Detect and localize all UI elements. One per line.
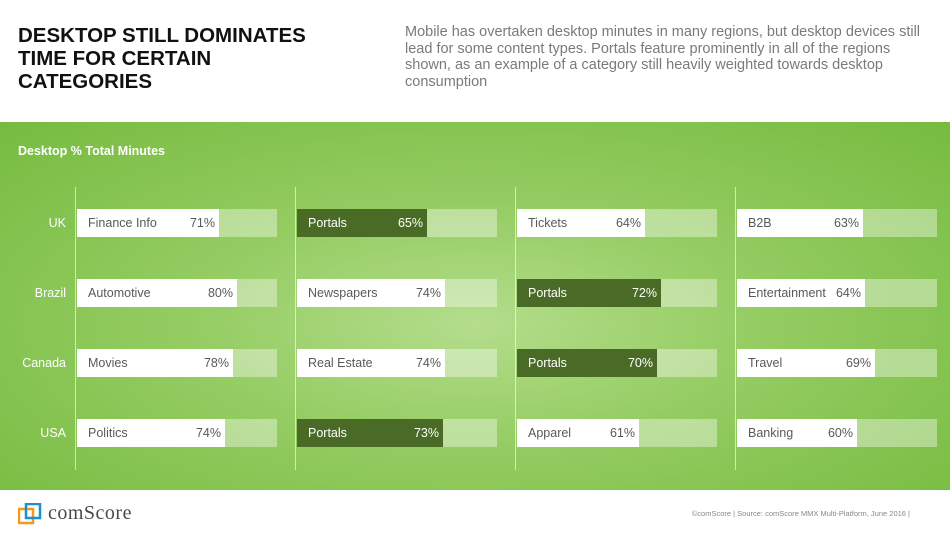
bar [297,279,445,307]
value-label: 61% [609,426,635,440]
column-divider [75,187,76,470]
comscore-logo-icon [18,502,42,524]
column-divider [295,187,296,470]
bar [737,279,865,307]
bar [77,419,225,447]
category-label: Banking [748,426,794,440]
bar [297,419,443,447]
bar-cell: Entertainment 64% [737,279,937,307]
value-label: 74% [415,286,441,300]
category-label: Newspapers [308,286,378,300]
bar-cell: B2B 63% [737,209,937,237]
bar [517,209,645,237]
bar-cell: Banking 60% [737,419,937,447]
row-label: Brazil [34,286,66,300]
column-divider [515,187,516,470]
bar [517,419,639,447]
bar [297,349,445,377]
value-label: 72% [631,286,657,300]
value-label: 80% [207,286,233,300]
comscore-logo: comScore [18,502,132,525]
category-label: Portals [528,286,567,300]
bar [737,349,875,377]
bar [77,349,233,377]
bar [77,209,219,237]
value-label: 64% [615,216,641,230]
category-label: Portals [308,216,347,230]
bar [737,209,863,237]
value-label: 74% [415,356,441,370]
bar-cell: Automotive 80% [77,279,277,307]
bar-cell: Finance Info 71% [77,209,277,237]
bar-cell: Movies 78% [77,349,277,377]
row-label: USA [40,426,66,440]
category-label: Tickets [528,216,568,230]
category-label: Politics [88,426,128,440]
bar-cell: Politics 74% [77,419,277,447]
row-label: UK [48,216,66,230]
bar-cell: Portals 73% [297,419,497,447]
bar-cell: Portals 65% [297,209,497,237]
value-label: 73% [413,426,439,440]
page-subtitle: Mobile has overtaken desktop minutes in … [405,24,921,90]
category-label: Finance Info [88,216,157,230]
value-label: 78% [203,356,229,370]
category-label: Real Estate [308,356,373,370]
value-label: 60% [827,426,853,440]
category-label: B2B [748,216,772,230]
category-label: Entertainment [748,286,826,300]
bar [297,209,427,237]
chart-panel: Desktop % Total Minutes UK Finance Info 71… [0,122,950,490]
bar-cell: Travel 69% [737,349,937,377]
bar-cell: Newspapers 74% [297,279,497,307]
bar-cell: Tickets 64% [517,209,717,237]
bar [77,279,237,307]
bar-cell: Real Estate 74% [297,349,497,377]
bar-cell: Apparel 61% [517,419,717,447]
comscore-logo-text: comScore [48,502,132,524]
bar [517,279,661,307]
column-divider [735,187,736,470]
page-title: DESKTOP STILL DOMINATES TIME FOR CERTAIN… [18,24,306,93]
category-label: Travel [748,356,783,370]
bar-cell: Portals 70% [517,349,717,377]
category-label: Automotive [88,286,151,300]
category-label: Movies [88,356,128,370]
row-label: Canada [22,356,66,370]
chart-title: Desktop % Total Minutes [18,144,166,158]
bar-cell: Portals 72% [517,279,717,307]
value-label: 65% [397,216,423,230]
category-label: Portals [528,356,567,370]
value-label: 64% [835,286,861,300]
value-label: 70% [627,356,653,370]
bar [517,349,657,377]
value-label: 71% [189,216,215,230]
category-label: Apparel [528,426,572,440]
value-label: 63% [833,216,859,230]
value-label: 69% [845,356,871,370]
value-label: 74% [195,426,221,440]
bar [737,419,857,447]
source-note: ©comScore | Source: comScore MMX Multi-P… [691,509,910,518]
category-label: Portals [308,426,347,440]
